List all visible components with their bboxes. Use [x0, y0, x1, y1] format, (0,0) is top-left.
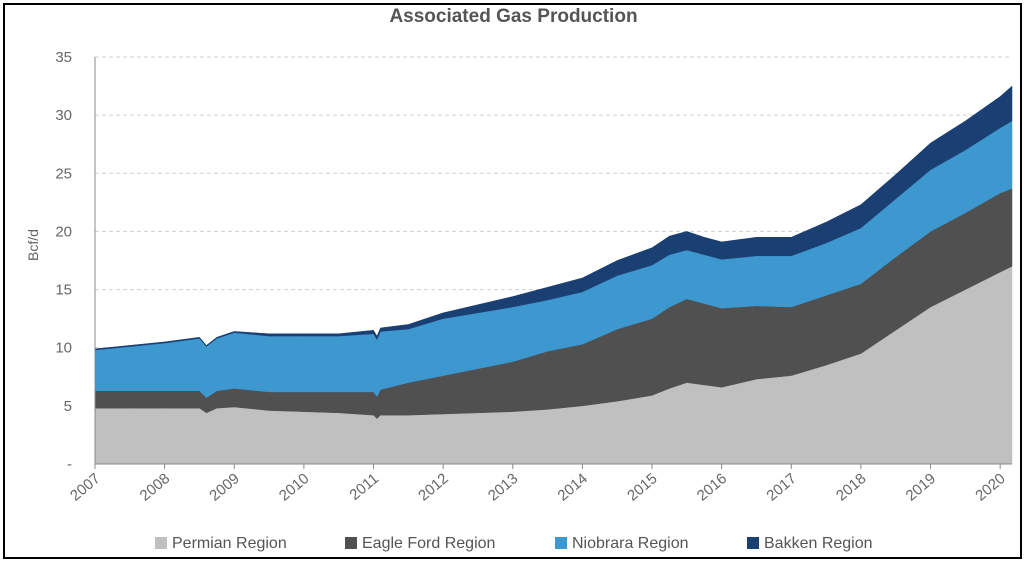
x-tick-label: 2019 — [903, 470, 939, 504]
x-tick-label: 2010 — [276, 470, 312, 504]
x-tick-label: 2014 — [554, 470, 590, 504]
y-axis-label: Bcf/d — [25, 229, 41, 261]
legend-label-bakken-region: Bakken Region — [764, 535, 873, 552]
legend-swatch-permian-region — [155, 537, 167, 549]
y-tick-labels: - 5 10 15 20 25 30 35 — [55, 49, 72, 473]
x-tick-label: 2016 — [694, 470, 730, 504]
y-tick-label: 15 — [55, 282, 72, 299]
chart-title: Associated Gas Production — [389, 6, 638, 27]
x-tick-label: 2020 — [972, 470, 1008, 504]
y-tick-label: 20 — [55, 223, 72, 240]
x-tick-label: 2017 — [763, 470, 799, 504]
legend-label-permian-region: Permian Region — [172, 535, 287, 552]
y-tick-label: 25 — [55, 165, 72, 182]
x-tick-label: 2011 — [346, 470, 382, 504]
stacked-areas — [94, 85, 1013, 465]
legend-label-eagle-ford-region: Eagle Ford Region — [362, 535, 495, 552]
legend: Permian Region Eagle Ford Region Niobrara … — [155, 535, 873, 552]
x-tick-label: 2009 — [206, 470, 242, 504]
x-tick-labels: 2007 2008 2009 2010 2011 2012 2013 2014 2015 2016… — [67, 464, 1009, 505]
axes — [94, 57, 1012, 465]
legend-swatch-eagle-ford-region — [345, 537, 357, 549]
y-tick-label: 35 — [55, 49, 72, 66]
x-tick-label: 2013 — [485, 470, 521, 504]
x-tick-label: 2012 — [415, 470, 451, 504]
y-tick-label: 30 — [55, 107, 72, 124]
legend-swatch-niobrara-region — [555, 537, 567, 549]
y-tick-label: 10 — [55, 340, 72, 357]
y-tick-label: - — [67, 456, 72, 473]
legend-label-niobrara-region: Niobrara Region — [572, 535, 689, 552]
x-tick-label: 2018 — [833, 470, 869, 504]
x-tick-label: 2015 — [624, 470, 660, 504]
area-bakken-region — [94, 85, 1013, 351]
x-tick-label: 2007 — [67, 470, 103, 504]
legend-swatch-bakken-region — [747, 537, 759, 549]
x-tick-label: 2008 — [137, 470, 173, 504]
y-tick-label: 5 — [64, 398, 72, 415]
